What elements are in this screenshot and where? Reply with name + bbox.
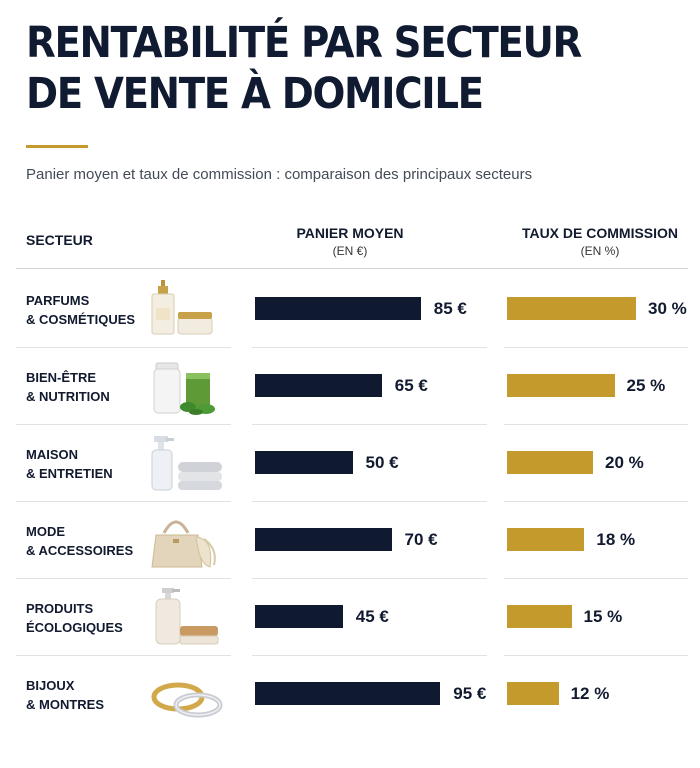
chart-row: PRODUITS ÉCOLOGIQUES 45 € 15 %: [0, 578, 700, 656]
cleaning-icon: [148, 432, 228, 492]
column-header-commission: TAUX DE COMMISSION (EN %): [500, 224, 700, 260]
row-divider: [504, 578, 688, 579]
column-header-commission-unit: (EN %): [580, 244, 620, 258]
commission-bar: [507, 451, 593, 474]
row-divider: [504, 424, 688, 425]
basket-bar: [255, 297, 421, 320]
chart-row: BIEN-ÊTRE & NUTRITION 65 € 25 %: [0, 347, 700, 425]
sector-label-line: & ENTRETIEN: [26, 466, 113, 481]
basket-value-label: 45 €: [355, 607, 389, 626]
commission-value-label: 20 %: [605, 453, 644, 472]
supplement-icon: [148, 355, 228, 415]
sector-label: BIEN-ÊTRE & NUTRITION: [26, 368, 146, 406]
row-divider: [16, 578, 231, 579]
perfume-icon: [148, 278, 228, 338]
commission-value-label: 15 %: [583, 607, 623, 626]
chart-row: MAISON & ENTRETIEN 50 € 20 %: [0, 424, 700, 502]
basket-value-label: 65 €: [394, 376, 428, 395]
row-divider: [16, 655, 231, 656]
basket-bar: [255, 451, 353, 474]
column-header-basket: PANIER MOYEN (EN €): [260, 224, 440, 260]
sector-label-line: BIJOUX: [26, 678, 75, 693]
basket-bar: [255, 528, 392, 551]
sector-label-line: MODE: [26, 524, 65, 539]
title-accent-rule: [26, 145, 88, 148]
basket-bar: [255, 682, 441, 705]
commission-value-label: 12 %: [570, 684, 610, 703]
handbag-icon: [148, 509, 228, 569]
sector-label: MODE & ACCESSOIRES: [26, 522, 146, 560]
commission-value-label: 18 %: [596, 530, 636, 549]
header-divider: [16, 268, 688, 269]
basket-value-label: 85 €: [433, 299, 467, 318]
chart-row: MODE & ACCESSOIRES 70 € 18 %: [0, 501, 700, 579]
basket-bar: [255, 374, 382, 397]
commission-bar: [507, 297, 636, 320]
commission-value-label: 30 %: [648, 299, 687, 318]
chart-row: PARFUMS & COSMÉTIQUES 85 € 30 %: [0, 270, 700, 348]
commission-bar: [507, 374, 615, 397]
basket-value-label: 70 €: [404, 530, 438, 549]
row-divider: [252, 655, 487, 656]
commission-bar: [507, 682, 559, 705]
sector-label: MAISON & ENTRETIEN: [26, 445, 146, 483]
chart-row: BIJOUX & MONTRES 95 € 12 %: [0, 655, 700, 732]
column-header-basket-title: PANIER MOYEN: [296, 225, 404, 241]
row-divider: [16, 424, 231, 425]
sector-label-line: & NUTRITION: [26, 389, 110, 404]
row-divider: [504, 501, 688, 502]
title-line-1: RENTABILITÉ PAR SECTEUR: [26, 18, 582, 68]
sector-label-line: & ACCESSOIRES: [26, 543, 134, 558]
title-line-2: DE VENTE À DOMICILE: [26, 69, 484, 119]
commission-value-label: 25 %: [626, 376, 666, 395]
sector-label-line: & COSMÉTIQUES: [26, 312, 136, 327]
sector-label: PRODUITS ÉCOLOGIQUES: [26, 599, 146, 637]
sector-label-line: & MONTRES: [26, 697, 104, 712]
sector-label-line: ÉCOLOGIQUES: [26, 620, 123, 635]
row-divider: [16, 501, 231, 502]
rings-icon: [148, 663, 228, 723]
row-divider: [252, 578, 487, 579]
sector-label-line: PRODUITS: [26, 601, 94, 616]
eco-soap-icon: [148, 586, 228, 646]
basket-bar: [255, 605, 343, 628]
sector-label: BIJOUX & MONTRES: [26, 676, 146, 714]
basket-value-label: 50 €: [365, 453, 399, 472]
row-divider: [252, 501, 487, 502]
column-header-basket-unit: (EN €): [332, 244, 368, 258]
row-divider: [504, 347, 688, 348]
subtitle: Panier moyen et taux de commission : com…: [26, 166, 533, 183]
commission-bar: [507, 528, 585, 551]
sector-label-line: PARFUMS: [26, 293, 90, 308]
row-divider: [16, 347, 231, 348]
sector-label: PARFUMS & COSMÉTIQUES: [26, 291, 146, 329]
basket-value-label: 95 €: [453, 684, 487, 703]
sector-label-line: BIEN-ÊTRE: [26, 370, 97, 385]
column-header-commission-title: TAUX DE COMMISSION: [521, 225, 679, 241]
row-divider: [252, 424, 487, 425]
row-divider: [252, 347, 487, 348]
page-title: RENTABILITÉ PAR SECTEUR DE VENTE À DOMIC…: [26, 18, 620, 120]
column-header-sector: SECTEUR: [26, 232, 93, 248]
commission-bar: [507, 605, 572, 628]
sector-label-line: MAISON: [26, 447, 78, 462]
row-divider: [504, 655, 688, 656]
